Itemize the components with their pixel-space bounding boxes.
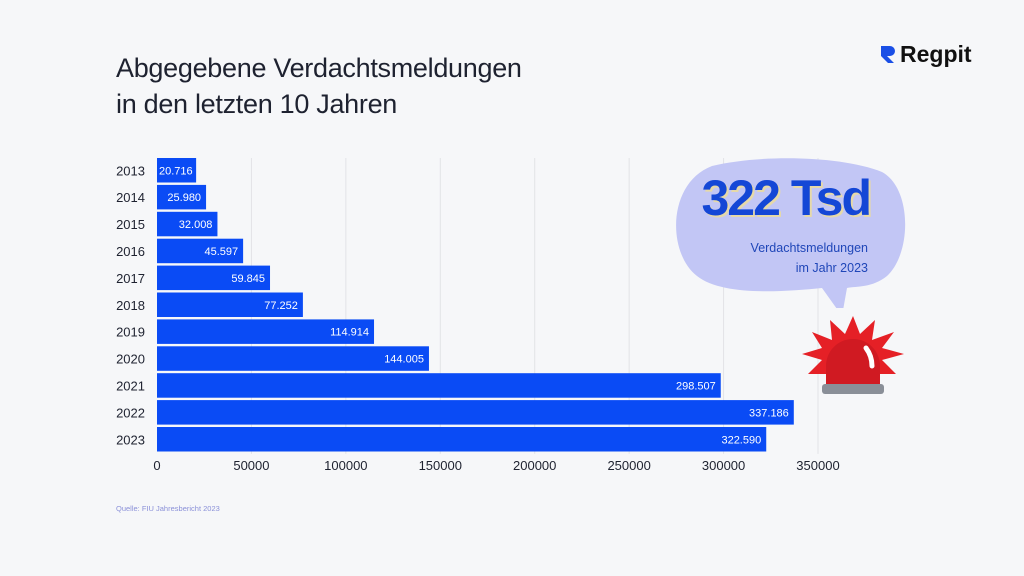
data-label: 59.845 xyxy=(231,273,265,285)
y-tick-label: 2015 xyxy=(116,217,145,232)
data-label: 298.507 xyxy=(676,380,716,392)
logo: Regpit xyxy=(880,40,972,68)
x-tick-label: 200000 xyxy=(513,458,556,473)
x-tick-label: 300000 xyxy=(702,458,745,473)
x-tick-label: 50000 xyxy=(233,458,269,473)
data-label: 337.186 xyxy=(749,407,789,419)
bar-2017 xyxy=(157,265,271,291)
y-tick-label: 2019 xyxy=(116,325,145,340)
callout-line-2: im Jahr 2023 xyxy=(795,261,868,275)
x-tick-label: 350000 xyxy=(796,458,839,473)
bar-2020 xyxy=(157,346,429,371)
callout-value: 322 Tsd xyxy=(701,170,873,226)
x-tick-label: 250000 xyxy=(607,458,650,473)
x-tick-label: 0 xyxy=(153,458,160,473)
bar-2021 xyxy=(157,373,721,398)
speech-bubble xyxy=(676,158,906,308)
y-tick-label: 2016 xyxy=(116,244,145,259)
bar-2014 xyxy=(157,184,207,210)
data-label: 20.716 xyxy=(159,165,193,177)
y-tick-label: 2017 xyxy=(116,271,145,286)
y-tick-label: 2022 xyxy=(116,405,145,420)
data-label: 114.914 xyxy=(330,327,369,339)
bar-2018 xyxy=(157,292,303,317)
y-tick-label: 2013 xyxy=(116,163,145,178)
siren-icon xyxy=(802,316,904,394)
title-line-2: in den letzten 10 Jahren xyxy=(116,89,398,119)
bar-2022 xyxy=(157,400,794,425)
x-tick-label: 100000 xyxy=(324,458,367,473)
y-tick-label: 2021 xyxy=(116,378,145,393)
bar-2019 xyxy=(157,319,375,344)
data-label: 77.252 xyxy=(264,300,298,312)
bar-2015 xyxy=(157,211,218,237)
x-tick-label: 150000 xyxy=(419,458,462,473)
callout-line-1: Verdachtsmeldungen xyxy=(750,241,868,255)
data-label: 144.005 xyxy=(384,354,424,366)
data-label: 32.008 xyxy=(179,219,213,231)
y-tick-label: 2014 xyxy=(116,190,145,205)
title-line-1: Abgegebene Verdachtsmeldungen xyxy=(116,53,522,83)
data-label: 25.980 xyxy=(167,192,201,204)
regpit-logo-icon xyxy=(881,46,895,63)
y-tick-label: 2023 xyxy=(116,432,145,447)
callout-text: Verdachtsmeldungen im Jahr 2023 xyxy=(690,238,868,278)
bar-2023 xyxy=(157,427,767,452)
y-tick-label: 2020 xyxy=(116,352,145,367)
source-note: Quelle: FIU Jahresbericht 2023 xyxy=(116,504,220,513)
bar-2013 xyxy=(157,158,197,183)
data-label: 322.590 xyxy=(721,434,761,446)
logo-text: Regpit xyxy=(900,41,972,67)
data-label: 45.597 xyxy=(204,246,238,258)
bar-2016 xyxy=(157,238,244,264)
page-title: Abgegebene Verdachtsmeldungen in den let… xyxy=(116,50,522,122)
y-tick-label: 2018 xyxy=(116,298,145,313)
